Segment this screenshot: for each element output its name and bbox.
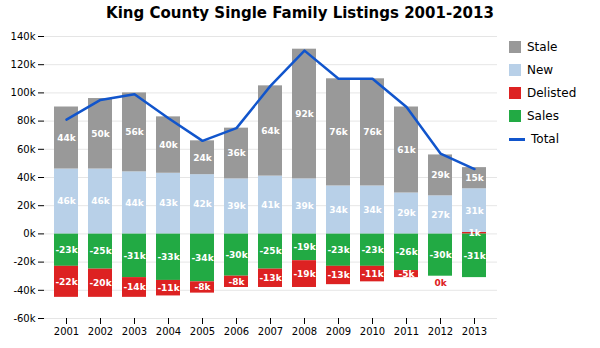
svg-text:56k: 56k [125,127,145,137]
svg-text:92k: 92k [295,109,315,119]
svg-text:2007: 2007 [258,326,283,337]
svg-text:-23k: -23k [361,245,384,255]
html-text:Sales: Sales [527,109,559,123]
html-text:Delisted: Delisted [527,86,577,100]
svg-text:0k: 0k [23,228,35,239]
svg-text:44k: 44k [57,133,77,143]
svg-text:20k: 20k [17,200,36,211]
svg-text:-22k: -22k [55,277,78,287]
svg-text:76k: 76k [363,127,383,137]
svg-text:-20k: -20k [13,256,35,267]
html-text:Stale: Stale [527,40,558,54]
svg-text:36k: 36k [227,148,247,158]
svg-text:-19k: -19k [293,242,316,252]
svg-text:-11k: -11k [361,269,384,279]
svg-text:34k: 34k [329,205,349,215]
svg-text:29k: 29k [431,170,451,180]
svg-text:76k: 76k [329,127,349,137]
svg-text:43k: 43k [159,198,179,208]
svg-text:40k: 40k [17,172,36,183]
svg-text:39k: 39k [295,201,315,211]
svg-text:-19k: -19k [293,269,316,279]
svg-text:-23k: -23k [327,245,350,255]
html-text:Total: Total [531,132,559,146]
svg-text:-34k: -34k [191,253,214,263]
svg-text:-13k: -13k [327,270,350,280]
svg-text:2003: 2003 [122,326,147,337]
svg-text:2004: 2004 [156,326,181,337]
svg-text:2011: 2011 [394,326,419,337]
svg-text:39k: 39k [227,201,247,211]
svg-text:-25k: -25k [259,246,282,256]
svg-text:-8k: -8k [229,277,246,287]
svg-text:-30k: -30k [225,250,248,260]
svg-text:61k: 61k [397,145,417,155]
svg-text:0k: 0k [434,278,447,288]
svg-text:40k: 40k [159,140,179,150]
svg-text:46k: 46k [91,196,111,206]
svg-text:-13k: -13k [259,273,282,283]
svg-text:80k: 80k [17,115,36,126]
svg-text:120k: 120k [11,59,36,70]
svg-text:-23k: -23k [55,245,78,255]
svg-text:41k: 41k [261,200,281,210]
svg-text:-31k: -31k [463,251,486,261]
svg-text:27k: 27k [431,210,451,220]
svg-text:-26k: -26k [395,247,418,257]
svg-text:2013: 2013 [462,326,487,337]
svg-text:1k: 1k [468,228,481,238]
svg-text:34k: 34k [363,205,383,215]
svg-text:-25k: -25k [89,246,112,256]
svg-text:46k: 46k [57,196,77,206]
svg-text:-33k: -33k [157,252,180,262]
html-text:New: New [527,63,554,77]
svg-text:2002: 2002 [88,326,113,337]
svg-text:29k: 29k [397,208,417,218]
svg-text:44k: 44k [125,198,145,208]
svg-text:-31k: -31k [123,251,146,261]
svg-text:-11k: -11k [157,283,180,293]
html-text:King County Single Family List: King County Single Family Listings 2001-… [106,4,494,22]
svg-text:140k: 140k [11,31,36,42]
svg-text:50k: 50k [91,129,111,139]
svg-text:60k: 60k [17,144,36,155]
svg-text:2005: 2005 [190,326,215,337]
svg-text:-40k: -40k [13,285,35,296]
svg-text:-30k: -30k [429,250,452,260]
svg-text:-8k: -8k [195,282,212,292]
svg-text:-20k: -20k [89,278,112,288]
svg-text:42k: 42k [193,199,213,209]
svg-text:2006: 2006 [224,326,249,337]
svg-text:2010: 2010 [360,326,385,337]
svg-text:64k: 64k [261,126,281,136]
svg-text:24k: 24k [193,153,213,163]
svg-text:31k: 31k [465,206,485,216]
svg-text:-5k: -5k [399,269,416,279]
svg-text:-60k: -60k [13,313,35,324]
svg-text:2001: 2001 [54,326,79,337]
svg-text:-14k: -14k [123,282,146,292]
svg-text:2009: 2009 [326,326,351,337]
svg-text:2008: 2008 [292,326,317,337]
svg-text:2012: 2012 [428,326,453,337]
svg-text:15k: 15k [465,173,485,183]
svg-text:100k: 100k [11,87,36,98]
